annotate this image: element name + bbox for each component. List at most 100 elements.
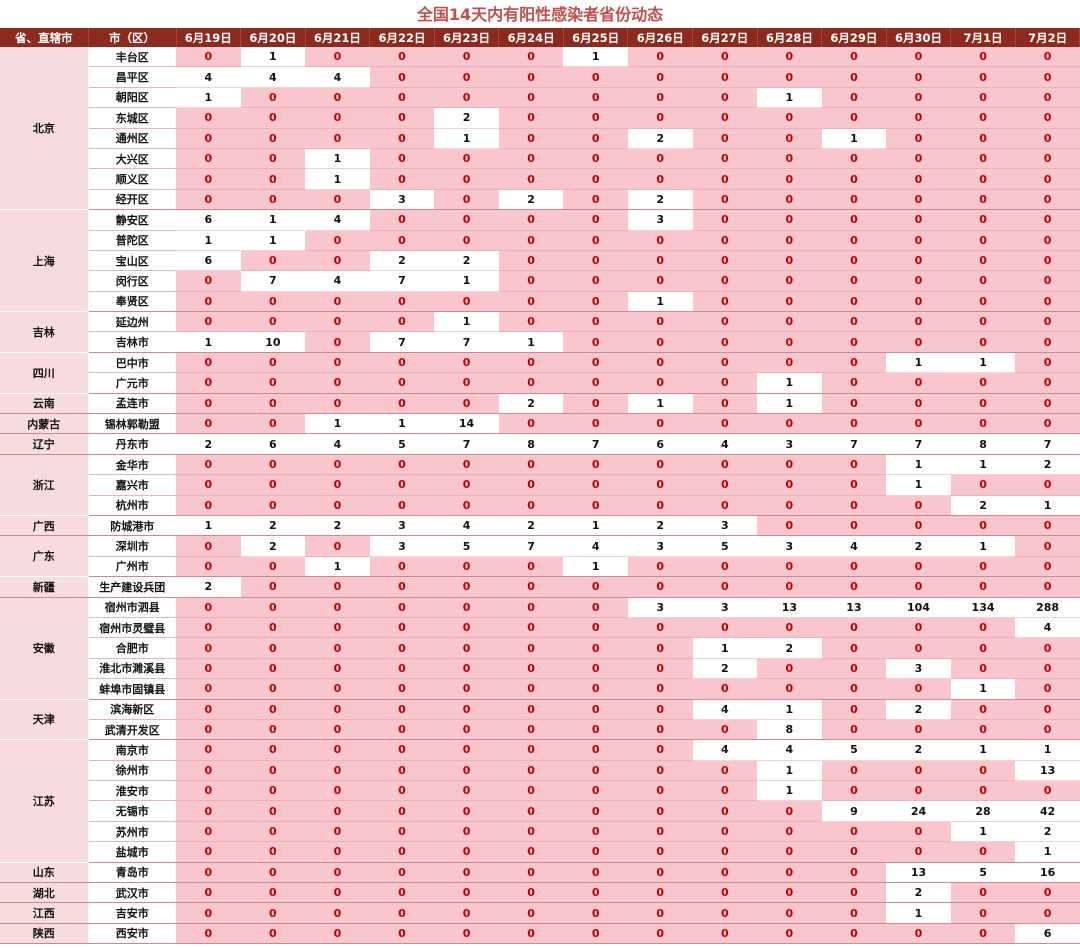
count-cell: 0 bbox=[498, 719, 564, 741]
count-cell: 0 bbox=[692, 189, 758, 211]
count-cell: 7 bbox=[369, 331, 435, 353]
count-cell: 0 bbox=[498, 270, 564, 292]
count-cell: 0 bbox=[563, 862, 628, 884]
count-cell: 0 bbox=[692, 556, 758, 578]
count-cell: 0 bbox=[1015, 393, 1080, 415]
count-cell: 0 bbox=[1015, 413, 1080, 435]
table-row: 东城区 0 0 0 0 2 0 0 0 0 0 0 0 0 0 bbox=[0, 107, 1080, 129]
count-cell: 2 bbox=[434, 107, 499, 129]
count-cell: 4 bbox=[240, 66, 306, 88]
count-cell: 0 bbox=[563, 495, 628, 516]
count-cell: 0 bbox=[305, 841, 370, 863]
count-cell: 0 bbox=[1015, 148, 1080, 170]
count-cell: 4 bbox=[821, 535, 887, 557]
count-cell: 0 bbox=[886, 331, 951, 353]
count-cell: 0 bbox=[176, 637, 241, 659]
count-cell: 0 bbox=[886, 841, 951, 863]
count-cell: 0 bbox=[821, 291, 887, 313]
count-cell: 0 bbox=[1015, 331, 1080, 353]
city-cell: 静安区 bbox=[88, 209, 176, 231]
province-cell: 吉林 bbox=[0, 311, 89, 353]
count-cell: 1 bbox=[369, 413, 435, 435]
count-cell: 0 bbox=[627, 413, 693, 435]
count-cell: 0 bbox=[821, 168, 887, 190]
count-cell: 13 bbox=[757, 597, 822, 618]
count-cell: 4 bbox=[563, 535, 628, 557]
header-date: 7月2日 bbox=[1015, 28, 1080, 47]
count-cell: 0 bbox=[627, 270, 693, 292]
count-cell: 7 bbox=[563, 433, 628, 455]
count-cell: 0 bbox=[434, 617, 499, 639]
count-cell: 4 bbox=[176, 66, 241, 88]
count-cell: 0 bbox=[305, 821, 370, 843]
table-row: 苏州市 0 0 0 0 0 0 0 0 0 0 0 0 1 2 bbox=[0, 821, 1080, 843]
count-cell: 0 bbox=[821, 393, 887, 415]
city-cell: 锡林郭勒盟 bbox=[88, 413, 176, 435]
count-cell: 0 bbox=[240, 556, 306, 578]
count-cell: 0 bbox=[627, 617, 693, 639]
count-cell: 0 bbox=[757, 556, 822, 578]
count-cell: 0 bbox=[563, 250, 628, 272]
count-cell: 0 bbox=[434, 719, 499, 741]
count-cell: 0 bbox=[821, 515, 887, 537]
count-cell: 0 bbox=[434, 556, 499, 578]
count-cell: 0 bbox=[434, 87, 499, 109]
count-cell: 0 bbox=[240, 821, 306, 843]
header-date: 6月23日 bbox=[434, 28, 500, 47]
city-cell: 东城区 bbox=[88, 107, 176, 129]
count-cell: 0 bbox=[240, 923, 306, 945]
count-cell: 0 bbox=[1015, 87, 1080, 109]
count-cell: 0 bbox=[563, 189, 628, 211]
count-cell: 0 bbox=[176, 189, 241, 211]
count-cell: 2 bbox=[886, 699, 951, 720]
header-date: 6月27日 bbox=[692, 28, 758, 47]
count-cell: 0 bbox=[176, 393, 241, 415]
table-row: 广东 深圳市 0 2 0 3 5 7 4 3 5 3 4 2 1 0 bbox=[0, 535, 1080, 578]
count-cell: 6 bbox=[176, 250, 241, 272]
count-cell: 0 bbox=[886, 556, 951, 578]
count-cell: 0 bbox=[821, 495, 887, 516]
count-cell: 0 bbox=[176, 699, 241, 720]
city-cell: 深圳市 bbox=[88, 535, 176, 557]
count-cell: 0 bbox=[886, 189, 951, 211]
table-row: 经开区 0 0 0 3 0 2 0 2 0 0 0 0 0 0 bbox=[0, 189, 1080, 211]
count-cell: 0 bbox=[627, 556, 693, 578]
count-cell: 0 bbox=[563, 902, 628, 924]
count-cell: 0 bbox=[757, 47, 822, 68]
count-cell: 0 bbox=[498, 882, 564, 904]
count-cell: 0 bbox=[821, 352, 887, 374]
count-cell: 0 bbox=[821, 270, 887, 292]
count-cell: 0 bbox=[434, 699, 499, 720]
count-cell: 0 bbox=[176, 413, 241, 435]
count-cell: 0 bbox=[305, 352, 370, 374]
count-cell: 0 bbox=[563, 87, 628, 109]
count-cell: 0 bbox=[757, 576, 822, 598]
count-cell: 0 bbox=[692, 291, 758, 313]
count-cell: 0 bbox=[950, 230, 1016, 251]
table-row: 顺义区 0 0 1 0 0 0 0 0 0 0 0 0 0 0 bbox=[0, 168, 1080, 190]
count-cell: 5 bbox=[434, 535, 499, 557]
count-cell: 0 bbox=[434, 597, 499, 618]
count-cell: 0 bbox=[886, 923, 951, 945]
count-cell: 0 bbox=[886, 250, 951, 272]
count-cell: 0 bbox=[563, 678, 628, 700]
count-cell: 0 bbox=[240, 678, 306, 700]
count-cell: 0 bbox=[950, 780, 1016, 802]
table-row: 无锡市 0 0 0 0 0 0 0 0 0 0 9 24 28 42 bbox=[0, 800, 1080, 822]
count-cell: 4 bbox=[305, 209, 370, 231]
count-cell: 0 bbox=[498, 291, 564, 313]
count-cell: 0 bbox=[434, 800, 499, 822]
count-cell: 0 bbox=[176, 678, 241, 700]
count-cell: 0 bbox=[886, 168, 951, 190]
count-cell: 0 bbox=[757, 66, 822, 88]
count-cell: 0 bbox=[369, 597, 435, 618]
province-cell: 新疆 bbox=[0, 576, 89, 598]
count-cell: 0 bbox=[757, 841, 822, 863]
count-cell: 0 bbox=[821, 250, 887, 272]
count-cell: 0 bbox=[434, 760, 499, 782]
count-cell: 0 bbox=[627, 739, 693, 761]
count-cell: 0 bbox=[627, 923, 693, 945]
count-cell: 0 bbox=[1015, 372, 1080, 394]
count-cell: 7 bbox=[369, 270, 435, 292]
count-cell: 1 bbox=[434, 311, 499, 333]
